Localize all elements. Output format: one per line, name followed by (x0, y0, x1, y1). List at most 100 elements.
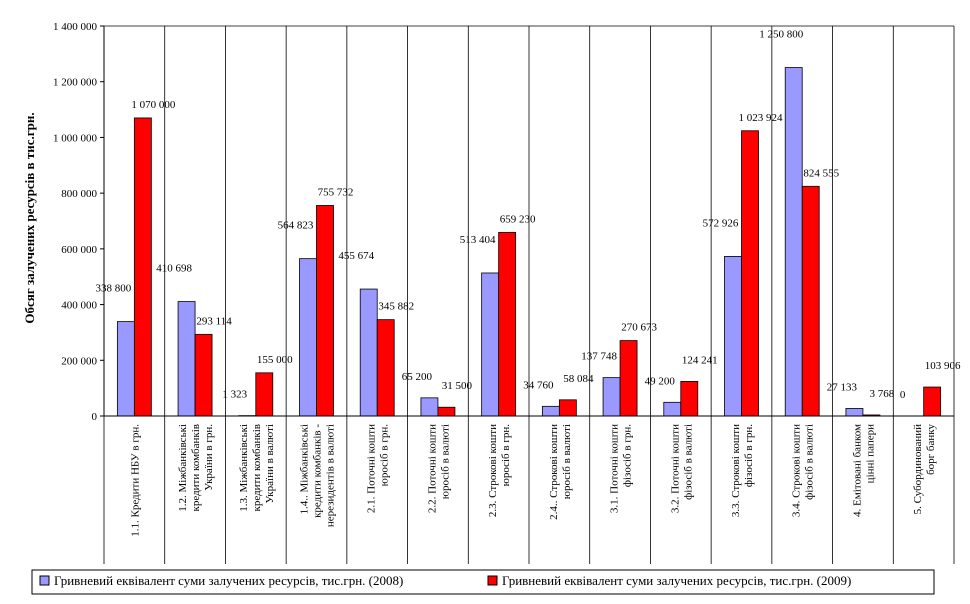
category-label-line: України в грн. (203, 424, 215, 491)
bar-2009-6 (498, 231, 517, 417)
category-label-5: 2.2. Поточні кошти юросіб в валюті (426, 424, 451, 513)
bar-2008-0 (116, 321, 135, 417)
data-label-2009-10: 1 023 924 (739, 112, 784, 124)
y-tick-label: 1 400 000 (53, 21, 98, 33)
data-label-2008-12: 27 133 (827, 381, 858, 393)
data-label-2009-3: 755 732 (318, 186, 354, 198)
category-label-line: юросіб в грн. (379, 424, 391, 487)
category-label-line: 1.2. Міжбанківські (177, 424, 189, 512)
data-label-2009-5: 31 500 (442, 380, 473, 392)
category-label-line: фізосіб в валюті (682, 424, 694, 500)
data-label-2008-6: 513 404 (460, 234, 496, 246)
bar-2009-7 (558, 399, 577, 417)
data-label-2009-4: 345 882 (378, 301, 414, 313)
legend-swatch-2008 (39, 575, 50, 586)
bar-2008-12 (845, 408, 864, 417)
bar-2008-5 (420, 397, 439, 417)
data-label-2009-11: 824 555 (803, 167, 839, 179)
bar-2008-1 (177, 301, 196, 417)
bar-2008-8 (602, 377, 621, 417)
category-label-1: 1.2. Міжбанківські кредити комбанків Украї… (177, 424, 215, 512)
data-label-2008-8: 137 748 (581, 351, 617, 363)
category-label-line: України в валюті (264, 424, 276, 504)
bar-2008-9 (663, 401, 682, 417)
data-label-2009-7: 58 084 (563, 373, 594, 385)
category-label-line: 1.1. Кредити НБУ в грн. (129, 424, 141, 537)
data-label-2009-12: 3 768 (870, 388, 895, 400)
data-label-2009-1: 293 114 (196, 315, 232, 327)
category-label-line: кредити комбанків (190, 424, 202, 512)
category-label-9: 3.2. Поточні кошти фізосіб в валюті (669, 424, 694, 513)
y-tick-label: 200 000 (61, 355, 97, 367)
category-label-line: 1.3. Міжбанківські (238, 424, 250, 512)
data-label-2008-13: 0 (900, 389, 906, 401)
category-label-line: 5. Субординований (912, 424, 924, 514)
data-label-2009-13: 103 906 (925, 360, 961, 372)
category-label-3: 1.4.. Міжбанківські кредити комбанків - не… (299, 424, 337, 527)
category-label-line: кредити комбанків - (312, 424, 324, 518)
data-label-2008-5: 65 200 (402, 371, 433, 383)
category-label-line: 3.2. Поточні кошти (669, 424, 681, 513)
data-label-2008-7: 34 760 (523, 379, 554, 391)
bar-2009-0 (133, 117, 152, 417)
category-label-13: 5. Субординований борг банку (912, 424, 937, 515)
data-label-2009-9: 124 241 (682, 354, 718, 366)
category-label-line: цінні папери (864, 424, 876, 483)
category-label-8: 3.1. Поточні кошти фізосіб в грн. (609, 424, 634, 513)
bar-2008-11 (784, 67, 803, 417)
legend-swatch-2009 (487, 575, 498, 586)
category-label-10: 3.3. Строкові кошти фізосіб в грн. (730, 424, 755, 517)
bars (116, 67, 942, 417)
x-axis-category-labels: 1.1. Кредити НБУ в грн. 1.2. Міжбанківськ… (129, 424, 937, 537)
y-tick-label: 1 000 000 (53, 132, 98, 144)
category-label-7: 2.4.. Строкові кошти юросіб в валюті (548, 424, 573, 520)
category-label-line: юросіб в валюті (561, 424, 573, 499)
category-label-line: кредити комбанків (251, 424, 263, 512)
category-label-line: 2.4.. Строкові кошти (548, 424, 560, 520)
category-label-line: 3.3. Строкові кошти (730, 424, 742, 517)
data-label-2008-1: 410 698 (156, 263, 192, 275)
data-label-2008-3: 564 823 (278, 220, 314, 232)
data-label-2009-6: 659 230 (500, 213, 536, 225)
y-axis-title: Обсяг залучених ресурсів в тис.грн. (22, 112, 37, 323)
category-label-line: 1.4.. Міжбанківські (299, 424, 311, 515)
data-labels: 338 800 1 070 000 410 698 293 114 1 323 155 0… (95, 29, 961, 401)
category-label-line: юросіб в грн. (500, 424, 512, 487)
category-label-11: 3.4. Строкові кошти фізосіб в валюті (791, 424, 816, 517)
category-label-12: 4. Емітовані банком цінні папери (851, 424, 876, 517)
category-label-line: 2.1. Поточні кошти (366, 424, 378, 513)
category-label-line: борг банку (925, 424, 937, 475)
bar-2009-1 (194, 333, 213, 417)
data-label-2008-0: 338 800 (95, 283, 131, 295)
bar-2009-5 (437, 406, 456, 417)
category-label-0: 1.1. Кредити НБУ в грн. (129, 424, 141, 537)
data-label-2009-8: 270 673 (621, 322, 657, 334)
bar-2009-11 (801, 185, 820, 417)
data-label-2008-4: 455 674 (338, 250, 374, 262)
category-label-4: 2.1. Поточні кошти юросіб в грн. (366, 424, 391, 513)
axes (103, 26, 954, 417)
data-label-2008-11: 1 250 800 (759, 29, 804, 41)
bar-2008-6 (481, 272, 500, 417)
bar-2008-7 (541, 405, 560, 417)
category-label-line: 4. Емітовані банком (851, 424, 863, 517)
bar-2009-4 (376, 319, 395, 417)
bar-2008-3 (299, 258, 317, 417)
category-label-line: фізосіб в грн. (743, 424, 755, 487)
bar-2009-8 (619, 340, 638, 417)
bar-2009-9 (680, 380, 699, 417)
category-label-line: нерезидентів в валюті (325, 424, 337, 527)
y-tick-label: 600 000 (61, 244, 97, 256)
legend-label-2008: Гривневий еквівалент суми залучених ресу… (54, 573, 403, 588)
y-tick-label: 800 000 (61, 188, 97, 200)
legend-box (31, 569, 935, 595)
bar-2009-13 (923, 386, 942, 417)
data-label-2008-10: 572 926 (703, 217, 739, 229)
category-label-line: 2.3. Строкові кошти (487, 424, 499, 517)
category-label-line: фізосіб в валюті (804, 424, 816, 500)
data-label-2009-0: 1 070 000 (131, 99, 176, 111)
bar-2009-2 (255, 372, 274, 417)
data-label-2009-2: 155 000 (257, 354, 293, 366)
bar-2009-3 (316, 205, 334, 417)
